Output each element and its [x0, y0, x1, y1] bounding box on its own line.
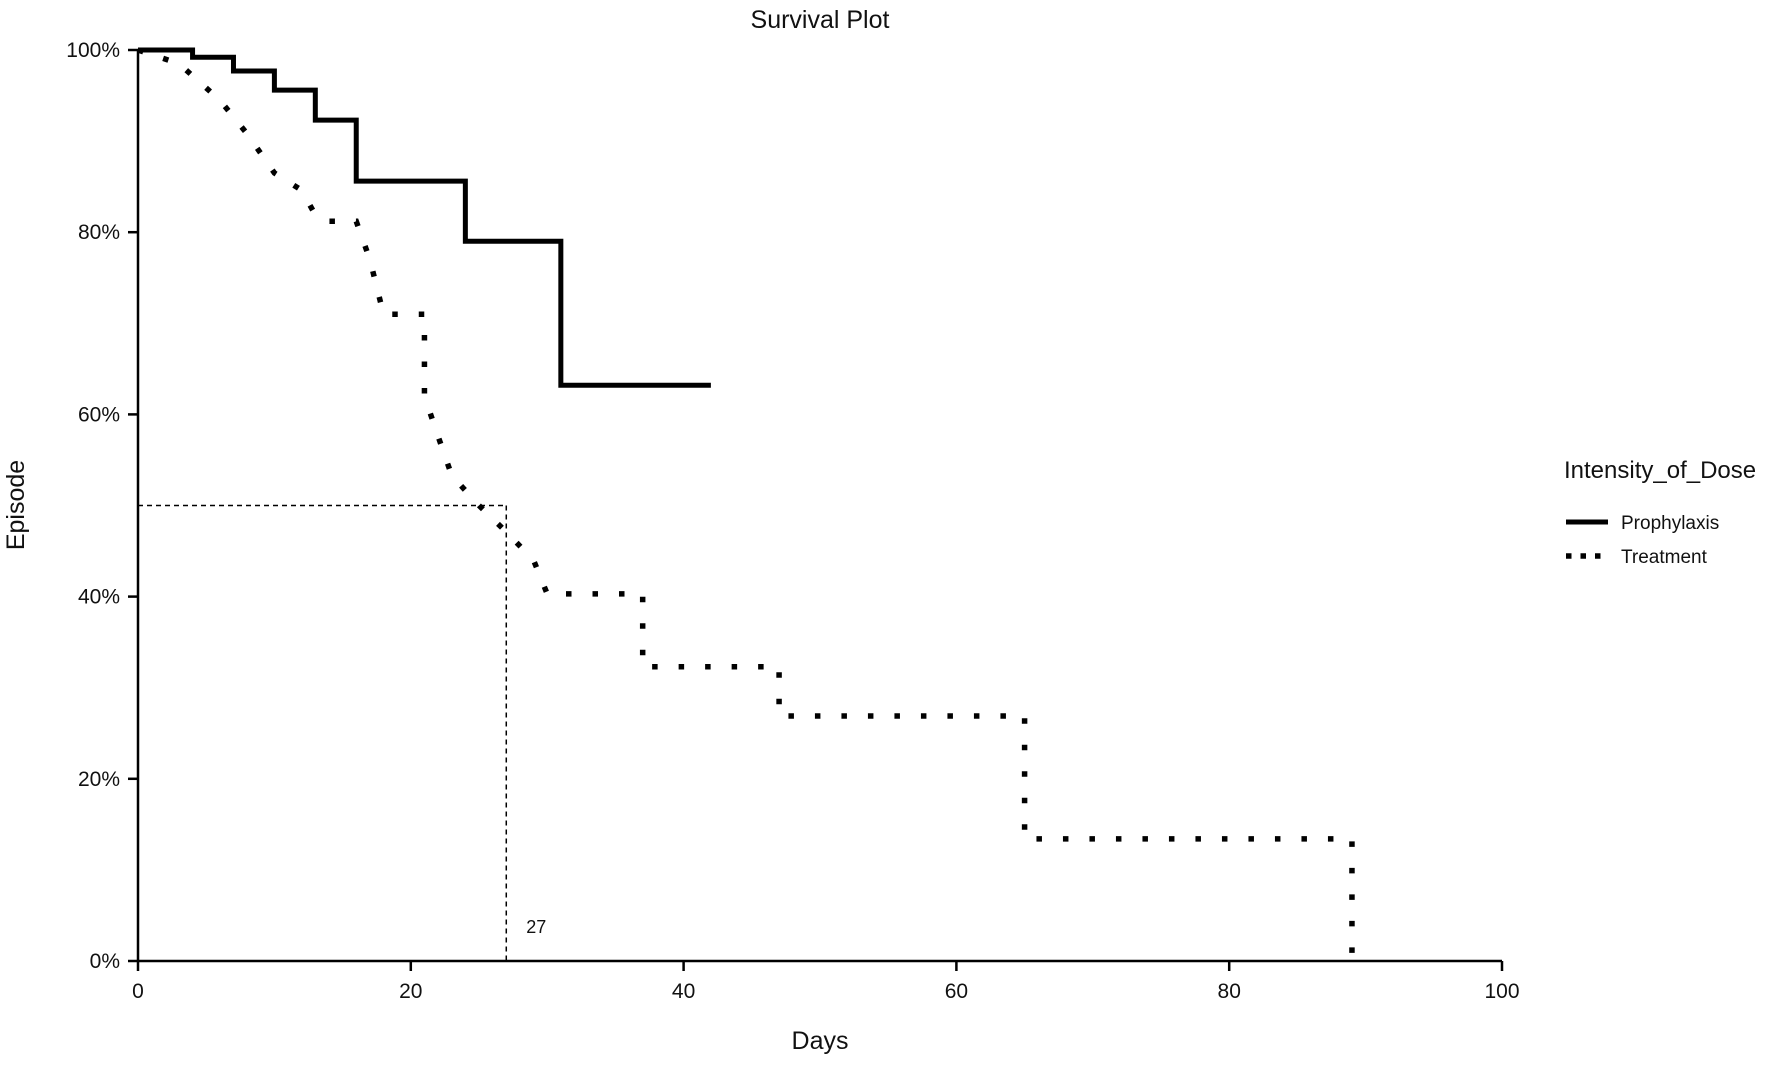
series-layer — [137, 47, 1355, 961]
y-ticks: 0% 20% 40% 60% 80% 100% — [66, 39, 138, 973]
legend-title: Intensity_of_Dose — [1564, 457, 1756, 484]
x-tick-label: 40 — [672, 980, 695, 1003]
y-tick-label: 100% — [66, 39, 120, 62]
series-line-treatment — [137, 47, 1355, 961]
y-tick-label: 40% — [78, 586, 120, 609]
x-tick-label: 20 — [399, 980, 422, 1003]
axes — [136, 50, 1502, 963]
x-tick-label: 0 — [132, 980, 144, 1003]
legend-label-prophylaxis: Prophylaxis — [1621, 513, 1719, 534]
median-label: 27 — [526, 917, 546, 937]
x-tick-label: 100 — [1484, 980, 1519, 1003]
legend: Intensity_of_Dose Prophylaxis Treatment — [1564, 457, 1756, 568]
y-tick-label: 80% — [78, 221, 120, 244]
x-tick-label: 60 — [945, 980, 968, 1003]
y-axis-title: Episode — [2, 460, 30, 550]
series-line-prophylaxis — [138, 47, 711, 388]
x-tick-label: 80 — [1218, 980, 1241, 1003]
median-labels: 27 — [526, 917, 546, 937]
legend-label-treatment: Treatment — [1621, 547, 1708, 568]
chart-title: Survival Plot — [751, 6, 890, 34]
x-axis-title: Days — [792, 1027, 849, 1055]
legend-items: Prophylaxis Treatment — [1566, 513, 1719, 568]
y-tick-label: 20% — [78, 768, 120, 791]
x-ticks: 0 20 40 60 80 100 — [132, 961, 1520, 1003]
y-tick-label: 60% — [78, 403, 120, 426]
median-reference-lines — [138, 504, 508, 961]
y-tick-label: 0% — [90, 950, 120, 973]
